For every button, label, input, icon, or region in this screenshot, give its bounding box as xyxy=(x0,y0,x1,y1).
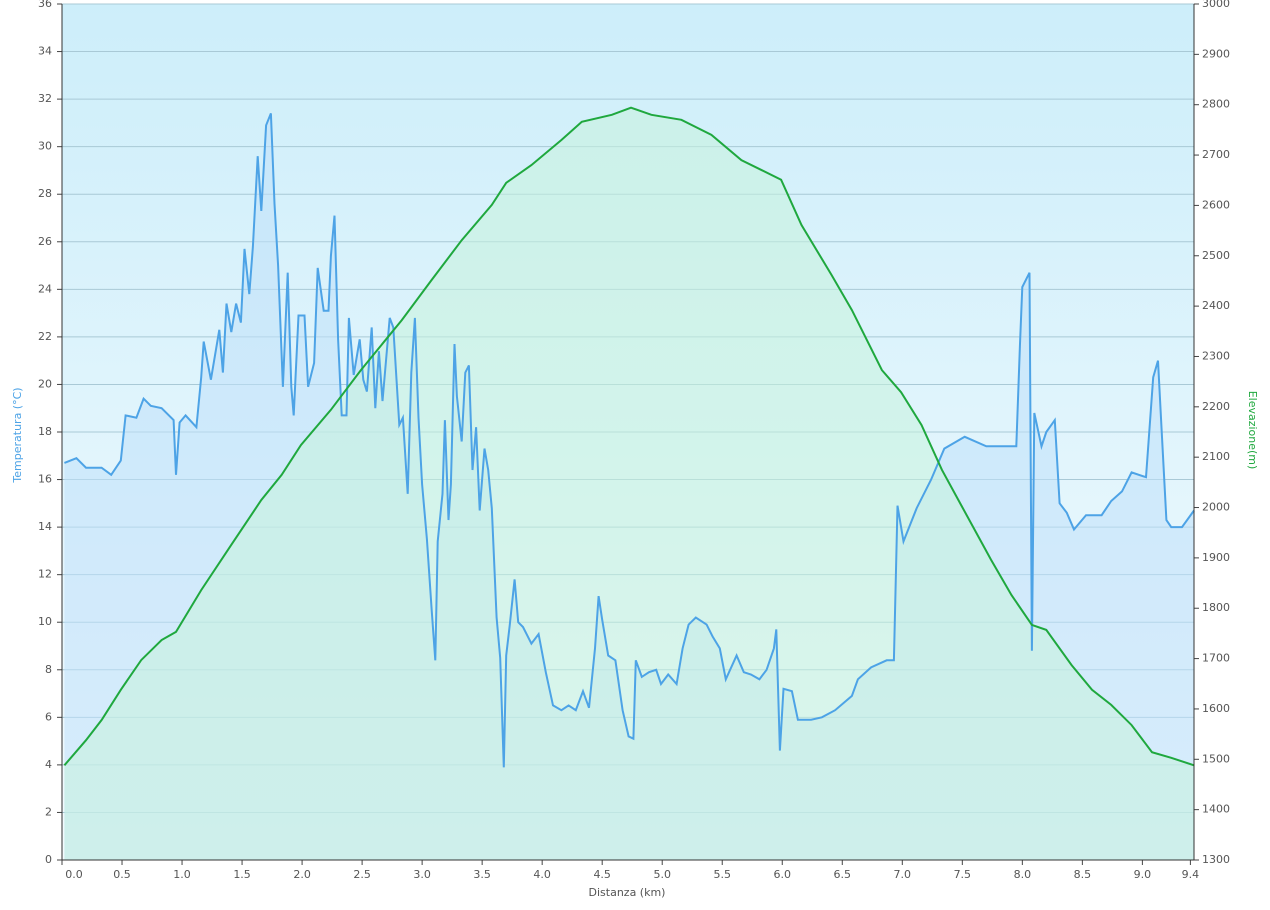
y-tick-label: 24 xyxy=(38,282,52,295)
y-tick-label: 18 xyxy=(38,425,52,438)
y-tick-label: 20 xyxy=(38,377,52,390)
x-axis-title: Distanza (km) xyxy=(589,886,666,899)
y2-tick-label: 2200 xyxy=(1202,400,1230,413)
y2-tick-label: 2500 xyxy=(1202,249,1230,262)
x-tick-label: 9.4 xyxy=(1182,868,1200,881)
y-tick-label: 8 xyxy=(45,663,52,676)
x-tick-label: 1.0 xyxy=(173,868,191,881)
x-tick-label: 9.0 xyxy=(1134,868,1152,881)
y-tick-label: 16 xyxy=(38,473,52,486)
y2-axis-title: Elevazione(m) xyxy=(1246,391,1259,470)
y-tick-label: 12 xyxy=(38,568,52,581)
x-tick-label: 3.0 xyxy=(413,868,431,881)
y-tick-label: 0 xyxy=(45,853,52,866)
y-tick-label: 6 xyxy=(45,710,52,723)
x-tick-label: 5.0 xyxy=(653,868,671,881)
x-tick-label: 4.5 xyxy=(593,868,611,881)
x-tick-label: 6.0 xyxy=(774,868,792,881)
y2-tick-label: 2800 xyxy=(1202,98,1230,111)
series-line xyxy=(64,113,1195,768)
x-tick-label: 1.5 xyxy=(233,868,251,881)
y2-tick-label: 2100 xyxy=(1202,450,1230,463)
y2-tick-label: 1700 xyxy=(1202,652,1230,665)
y-tick-label: 2 xyxy=(45,805,52,818)
y2-tick-label: 3000 xyxy=(1202,0,1230,10)
y-tick-label: 28 xyxy=(38,187,52,200)
x-tick-label: 4.0 xyxy=(533,868,551,881)
y2-tick-label: 2700 xyxy=(1202,148,1230,161)
y-tick-label: 4 xyxy=(45,758,52,771)
y-tick-label: 34 xyxy=(38,45,52,58)
y2-tick-label: 2300 xyxy=(1202,349,1230,362)
y2-tick-label: 1400 xyxy=(1202,803,1230,816)
y-tick-label: 30 xyxy=(38,140,52,153)
y2-tick-label: 1500 xyxy=(1202,752,1230,765)
y-tick-label: 26 xyxy=(38,235,52,248)
x-tick-label: 2.5 xyxy=(353,868,371,881)
x-tick-label: 3.5 xyxy=(473,868,491,881)
series-line xyxy=(63,106,1195,767)
y2-tick-label: 2900 xyxy=(1202,47,1230,60)
y-tick-label: 14 xyxy=(38,520,52,533)
y2-tick-label: 1300 xyxy=(1202,853,1230,866)
area xyxy=(64,107,1194,860)
y2-tick-label: 2600 xyxy=(1202,198,1230,211)
y2-tick-label: 1900 xyxy=(1202,551,1230,564)
y-tick-label: 36 xyxy=(38,0,52,10)
y-tick-label: 32 xyxy=(38,92,52,105)
y-tick-label: 22 xyxy=(38,330,52,343)
x-tick-label: 0.0 xyxy=(65,868,83,881)
x-tick-label: 2.0 xyxy=(293,868,311,881)
y2-tick-label: 1800 xyxy=(1202,601,1230,614)
y2-tick-label: 1600 xyxy=(1202,702,1230,715)
y-tick-label: 10 xyxy=(38,615,52,628)
y-axis-title: Temperatura (°C) xyxy=(11,387,24,483)
x-tick-label: 8.5 xyxy=(1074,868,1092,881)
x-tick-label: 0.5 xyxy=(113,868,131,881)
x-tick-label: 7.5 xyxy=(954,868,972,881)
x-tick-label: 5.5 xyxy=(713,868,731,881)
x-tick-label: 7.0 xyxy=(894,868,912,881)
y2-tick-label: 2400 xyxy=(1202,299,1230,312)
x-tick-label: 6.5 xyxy=(834,868,852,881)
x-tick-label: 8.0 xyxy=(1014,868,1032,881)
y2-tick-label: 2000 xyxy=(1202,501,1230,514)
